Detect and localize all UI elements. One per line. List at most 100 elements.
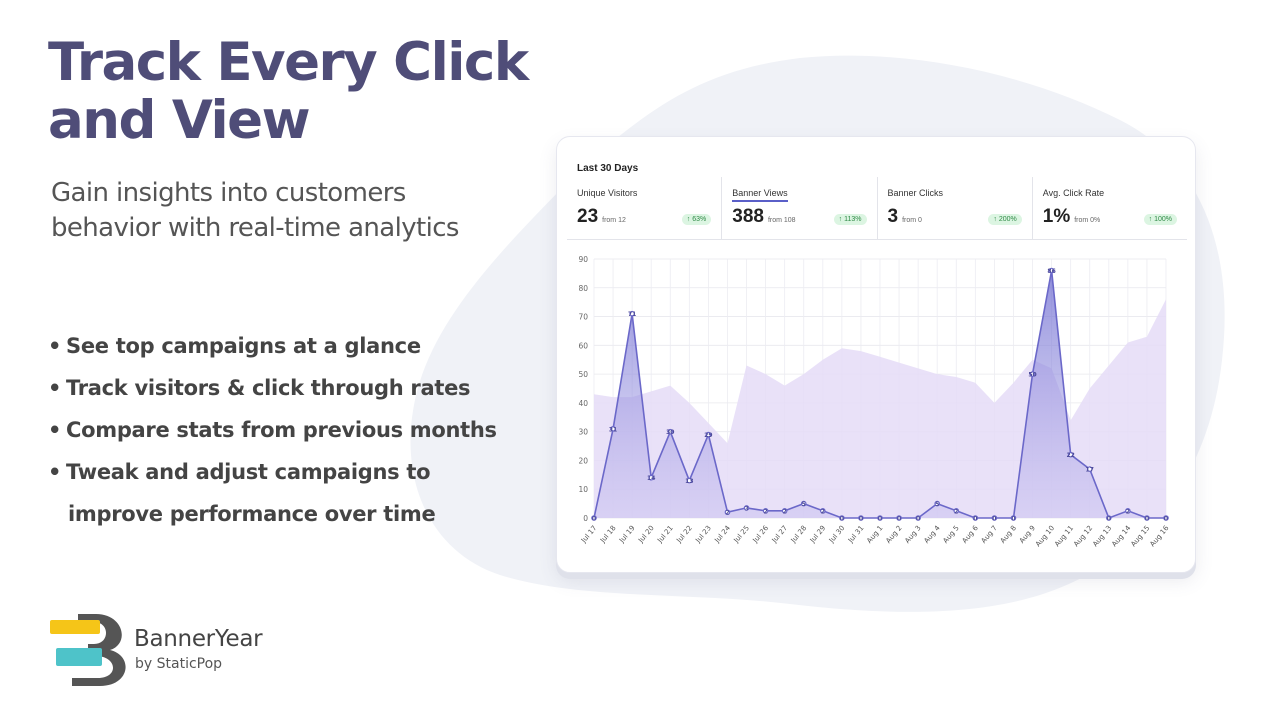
data-label: 14 bbox=[647, 475, 655, 482]
data-point bbox=[858, 515, 864, 521]
feature-item-continued: improve performance over time bbox=[68, 502, 436, 526]
data-point bbox=[819, 508, 826, 514]
stat-value: 3 from 0 bbox=[887, 206, 922, 227]
stat-value: 23 from 12 bbox=[577, 206, 626, 227]
stat-label: Avg. Click Rate bbox=[1042, 188, 1105, 198]
data-label: 0 bbox=[1145, 516, 1149, 523]
stat-banner-views[interactable]: Banner Views 388 from 108 ↑ 113% bbox=[722, 177, 878, 239]
data-label: 30 bbox=[666, 429, 674, 436]
x-tick-label: Aug 12 bbox=[1072, 524, 1094, 548]
data-point bbox=[648, 474, 655, 481]
y-tick-label: 90 bbox=[578, 255, 588, 264]
series-current-area bbox=[594, 270, 1166, 518]
stat-change-badge: ↑ 200% bbox=[988, 214, 1022, 225]
data-label: 17 bbox=[1086, 467, 1094, 474]
data-point bbox=[953, 508, 960, 514]
data-point bbox=[1163, 515, 1169, 521]
data-label: 2 bbox=[783, 508, 787, 515]
data-label: 5 bbox=[802, 501, 806, 508]
data-label: 0 bbox=[973, 516, 977, 523]
data-label: 2 bbox=[764, 508, 768, 515]
data-label: 0 bbox=[859, 516, 863, 523]
x-tick-label: Aug 15 bbox=[1129, 524, 1151, 548]
x-tick-label: Jul 24 bbox=[713, 524, 733, 545]
data-point bbox=[1067, 451, 1074, 458]
data-label: 50 bbox=[1028, 372, 1036, 379]
data-point bbox=[762, 508, 769, 514]
x-tick-label: Jul 17 bbox=[579, 524, 598, 545]
y-tick-label: 70 bbox=[578, 313, 588, 322]
feature-item: • See top campaigns at a glance bbox=[48, 334, 421, 358]
stat-avg-click-rate[interactable]: Avg. Click Rate 1% from 0% ↑ 100% bbox=[1033, 177, 1187, 239]
data-point bbox=[591, 515, 597, 521]
headline-line-1: Track Every Click bbox=[48, 32, 529, 93]
data-point bbox=[896, 515, 902, 521]
y-tick-label: 30 bbox=[578, 428, 588, 437]
stat-from: from 0 bbox=[902, 217, 922, 224]
stat-change-badge: ↑ 100% bbox=[1143, 214, 1177, 225]
stat-from: from 108 bbox=[767, 217, 796, 224]
y-tick-label: 20 bbox=[578, 456, 588, 465]
headline: Track Every Click and View bbox=[48, 34, 568, 150]
data-label: 86 bbox=[1047, 268, 1055, 275]
feature-item: • Track visitors & click through rates bbox=[48, 376, 471, 400]
x-tick-label: Jul 29 bbox=[808, 524, 827, 545]
data-label: 0 bbox=[840, 516, 844, 523]
stat-label: Unique Visitors bbox=[577, 188, 638, 198]
stat-change-badge: ↑ 63% bbox=[681, 214, 712, 225]
x-tick-label: Aug 7 bbox=[980, 524, 999, 545]
feature-list: • See top campaigns at a glance • Track vi… bbox=[48, 325, 548, 535]
data-point bbox=[667, 428, 674, 435]
stat-banner-clicks[interactable]: Banner Clicks 3 from 0 ↑ 200% bbox=[878, 177, 1033, 239]
stat-label: Banner Clicks bbox=[887, 188, 944, 198]
data-label: 2 bbox=[1126, 508, 1130, 515]
data-point bbox=[934, 500, 941, 507]
x-tick-label: Aug 8 bbox=[999, 524, 1018, 545]
x-tick-label: Aug 14 bbox=[1110, 524, 1132, 549]
x-tick-label: Jul 23 bbox=[694, 524, 713, 545]
stat-value: 1% from 0% bbox=[1042, 206, 1101, 227]
x-tick-label: Jul 30 bbox=[827, 524, 846, 545]
stat-unique-visitors[interactable]: Unique Visitors 23 from 12 ↑ 63% bbox=[567, 177, 723, 239]
data-label: 22 bbox=[1066, 452, 1074, 459]
brand-subtitle: by StaticPop bbox=[135, 656, 223, 672]
stat-change-badge: ↑ 113% bbox=[833, 214, 867, 225]
data-point bbox=[610, 425, 616, 432]
data-point bbox=[743, 505, 750, 511]
y-tick-label: 40 bbox=[578, 399, 588, 408]
y-tick-label: 0 bbox=[583, 514, 588, 523]
data-point bbox=[1105, 515, 1112, 521]
data-point bbox=[972, 515, 979, 521]
data-point bbox=[915, 515, 921, 521]
stat-from: from 0% bbox=[1074, 217, 1101, 224]
brand-name: BannerYear bbox=[134, 626, 263, 652]
data-point bbox=[800, 500, 807, 507]
data-point bbox=[1048, 267, 1055, 274]
data-label: 3 bbox=[744, 505, 748, 512]
data-point bbox=[1010, 515, 1017, 521]
x-tick-label: Jul 20 bbox=[636, 524, 655, 545]
stats-row: Unique Visitors 23 from 12 ↑ 63% Banner V… bbox=[567, 177, 1187, 240]
data-point bbox=[686, 477, 693, 484]
data-label: 2 bbox=[821, 508, 825, 515]
x-tick-label: Jul 22 bbox=[675, 524, 694, 545]
data-point bbox=[877, 515, 883, 521]
data-label: 0 bbox=[992, 516, 996, 523]
x-tick-label: Jul 19 bbox=[617, 524, 636, 545]
data-label: 0 bbox=[897, 516, 901, 523]
data-label: 0 bbox=[1011, 516, 1015, 523]
x-tick-label: Aug 4 bbox=[923, 524, 943, 545]
y-tick-label: 50 bbox=[578, 370, 588, 379]
x-tick-label: Aug 11 bbox=[1053, 524, 1075, 548]
data-label: 0 bbox=[916, 516, 920, 523]
y-tick-label: 10 bbox=[578, 485, 588, 494]
date-range-title: Last 30 Days bbox=[577, 163, 639, 174]
data-point bbox=[781, 508, 788, 514]
stat-from: from 12 bbox=[602, 217, 626, 224]
data-label: 0 bbox=[878, 516, 882, 523]
x-tick-label: Jul 26 bbox=[751, 524, 771, 545]
feature-item: • Tweak and adjust campaigns to bbox=[48, 460, 431, 484]
data-point bbox=[724, 509, 731, 516]
x-tick-label: Aug 6 bbox=[961, 524, 981, 545]
